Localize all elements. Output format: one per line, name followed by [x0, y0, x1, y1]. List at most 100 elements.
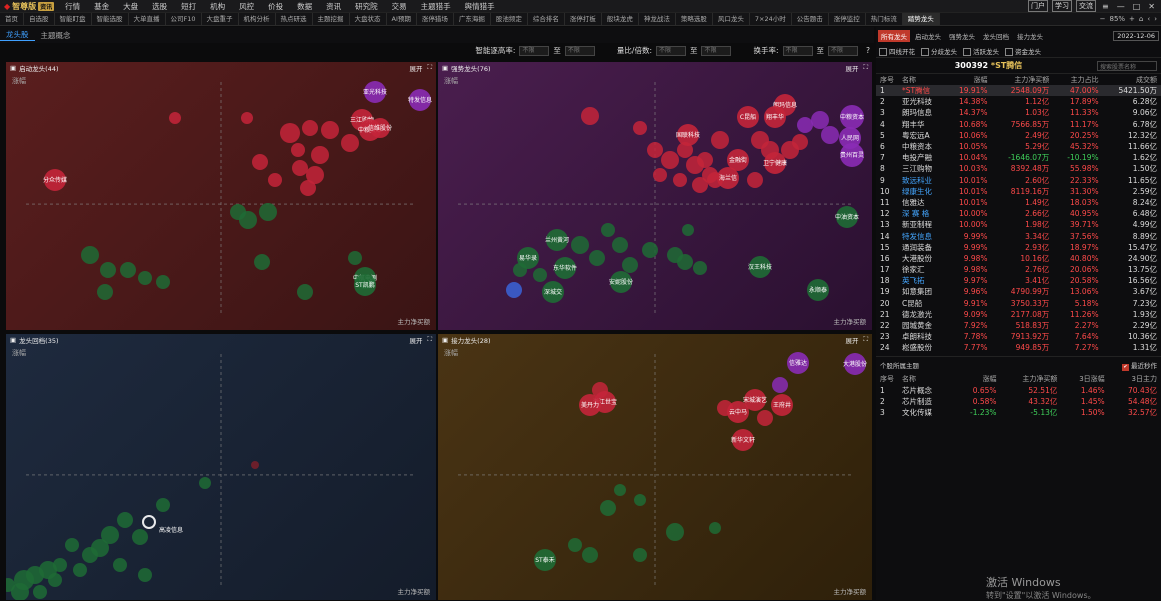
- tab-item[interactable]: 般块龙虎: [602, 12, 639, 26]
- subnav-leader-stocks[interactable]: 龙头股: [0, 29, 35, 41]
- stock-bubble[interactable]: [581, 107, 599, 125]
- stock-bubble[interactable]: [642, 242, 658, 258]
- back-icon[interactable]: ‹: [1147, 15, 1151, 23]
- stock-bubble-labeled[interactable]: ST凯鹏: [354, 274, 376, 296]
- tab-item[interactable]: 涨停打板: [565, 12, 602, 26]
- menu-item[interactable]: 基金: [94, 1, 110, 11]
- tab-strong-leaders[interactable]: 强势龙头: [949, 33, 975, 41]
- stock-bubble-labeled[interactable]: 高凌信息: [142, 515, 183, 534]
- stock-bubble[interactable]: [693, 261, 707, 275]
- stock-bubble-labeled[interactable]: 中粮资本: [840, 105, 864, 129]
- table-row[interactable]: 20 C昆船 9.91% 3750.33万 5.18% 7.23亿: [876, 298, 1161, 309]
- stock-bubble-labeled[interactable]: 人民网: [839, 127, 861, 149]
- stock-bubble[interactable]: [268, 173, 282, 187]
- menu-item[interactable]: 风控: [239, 1, 255, 11]
- stock-bubble-labeled[interactable]: 东华软件: [553, 257, 577, 279]
- tab-item[interactable]: 大单直播: [129, 12, 166, 26]
- menu-item[interactable]: 价投: [268, 1, 284, 11]
- menu-item[interactable]: 资讯: [326, 1, 342, 11]
- tab-pullback-leaders[interactable]: 龙头回档: [983, 33, 1009, 41]
- tab-item[interactable]: 涨停监控: [829, 12, 866, 26]
- menu-item[interactable]: 舆情猎手: [464, 1, 495, 11]
- stock-bubble[interactable]: [653, 168, 667, 182]
- stock-bubble-labeled[interactable]: 美丹力: [579, 394, 601, 416]
- fullscreen-icon[interactable]: ⛶: [427, 335, 432, 343]
- stock-bubble[interactable]: [568, 538, 582, 552]
- stock-bubble[interactable]: [622, 257, 638, 273]
- maximize-icon[interactable]: □: [1132, 1, 1141, 11]
- expand-button[interactable]: 展开: [845, 337, 859, 345]
- stock-bubble-labeled[interactable]: 卫宁健康: [763, 152, 787, 174]
- forward-icon[interactable]: ›: [1154, 15, 1157, 23]
- tab-item[interactable]: 机构分析: [239, 12, 276, 26]
- menu-item[interactable]: 行情: [65, 1, 81, 11]
- tab-item[interactable]: 公司F10: [166, 12, 202, 26]
- check-active[interactable]: 活跃龙头: [963, 46, 999, 56]
- stock-bubble[interactable]: [811, 111, 829, 129]
- stock-bubble[interactable]: [677, 142, 693, 158]
- stock-bubble[interactable]: [781, 141, 799, 159]
- table-row[interactable]: 10 绿康生化 10.01% 8119.16万 31.30% 2.59亿: [876, 186, 1161, 197]
- tab-item[interactable]: 公告题击: [792, 12, 829, 26]
- stock-bubble[interactable]: [280, 123, 300, 143]
- filter-turnover-min[interactable]: 不限: [782, 45, 813, 56]
- tab-item[interactable]: 大盘重子: [202, 12, 239, 26]
- stock-bubble-labeled[interactable]: 兰州黄河: [545, 229, 569, 251]
- stock-bubble-labeled[interactable]: 永顺泰: [807, 279, 829, 301]
- stock-bubble[interactable]: [666, 523, 684, 541]
- stock-bubble-labeled[interactable]: 金融街: [727, 149, 749, 171]
- fullscreen-icon[interactable]: ⛶: [863, 335, 868, 343]
- stock-bubble[interactable]: [239, 211, 257, 229]
- stock-bubble[interactable]: [297, 284, 313, 300]
- stock-bubble[interactable]: [634, 494, 646, 506]
- tab-item[interactable]: 大盘状态: [350, 12, 387, 26]
- stock-bubble[interactable]: [677, 254, 693, 270]
- col-name[interactable]: 名称: [902, 375, 916, 383]
- table-row[interactable]: 17 徐家汇 9.98% 2.76亿 20.06% 13.75亿: [876, 264, 1161, 275]
- stock-bubble[interactable]: [697, 152, 713, 168]
- menu-item[interactable]: 选股: [152, 1, 168, 11]
- col-change[interactable]: 涨幅: [982, 375, 997, 383]
- tab-item[interactable]: 智能盯盘: [55, 12, 92, 26]
- stock-search-input[interactable]: 搜索股票名称: [1096, 60, 1157, 71]
- portal-button[interactable]: 门户: [1028, 0, 1049, 12]
- table-row[interactable]: 14 特发信息 9.99% 3.34亿 37.56% 8.89亿: [876, 230, 1161, 241]
- tab-item[interactable]: 7×24小时: [750, 12, 792, 26]
- stock-bubble[interactable]: [292, 160, 308, 176]
- tab-item[interactable]: 主题挖掘: [313, 12, 350, 26]
- check-capital[interactable]: 资金龙头: [1005, 46, 1041, 56]
- stock-bubble-labeled[interactable]: 易华录: [517, 247, 539, 269]
- stock-bubble[interactable]: [156, 498, 170, 512]
- stock-bubble[interactable]: [306, 166, 324, 184]
- stock-bubble[interactable]: [571, 236, 589, 254]
- menu-item[interactable]: 交易: [391, 1, 407, 11]
- expand-button[interactable]: 展开: [845, 65, 859, 73]
- home-icon[interactable]: ⌂: [1138, 15, 1144, 23]
- stock-bubble[interactable]: [633, 121, 647, 135]
- stock-bubble[interactable]: [533, 268, 547, 282]
- stock-bubble-labeled[interactable]: 大港股份: [843, 353, 867, 375]
- table-row[interactable]: 4 翔丰华 10.68% 7566.85万 11.17% 6.78亿: [876, 119, 1161, 130]
- zoom-in-icon[interactable]: +: [1129, 15, 1135, 23]
- filter-turnover-max[interactable]: 不限: [828, 45, 859, 56]
- col-index[interactable]: 序号: [880, 375, 894, 383]
- stock-bubble[interactable]: [321, 121, 339, 139]
- stock-bubble[interactable]: [156, 275, 170, 289]
- stock-bubble[interactable]: [100, 262, 116, 278]
- table-row[interactable]: 11 信雅达 10.01% 1.49亿 18.03% 8.24亿: [876, 197, 1161, 208]
- recent-check[interactable]: 最近秒作: [1122, 360, 1157, 371]
- stock-bubble-labeled[interactable]: 安妮股份: [609, 271, 633, 293]
- stock-bubble[interactable]: [73, 563, 87, 577]
- theme-row[interactable]: 1 芯片概念 0.65% 52.51亿 1.46% 70.43亿: [876, 385, 1161, 396]
- theme-row[interactable]: 2 芯片制造 0.58% 43.32亿 1.45% 54.48亿: [876, 396, 1161, 407]
- col-turnover[interactable]: 成交额: [1136, 75, 1157, 84]
- stock-bubble-labeled[interactable]: 特发信息: [408, 89, 432, 111]
- filter-volume-max[interactable]: 不限: [701, 45, 732, 56]
- date-picker[interactable]: 2022-12-06: [1113, 31, 1159, 41]
- col-index[interactable]: 序号: [880, 75, 894, 84]
- stock-bubble-labeled[interactable]: 信维股份: [368, 118, 392, 138]
- tab-item[interactable]: 风口龙头: [713, 12, 750, 26]
- col-3d-net[interactable]: 3日主力: [1131, 375, 1157, 383]
- stock-bubble[interactable]: [601, 223, 615, 237]
- tab-item[interactable]: 热门标流: [866, 12, 903, 26]
